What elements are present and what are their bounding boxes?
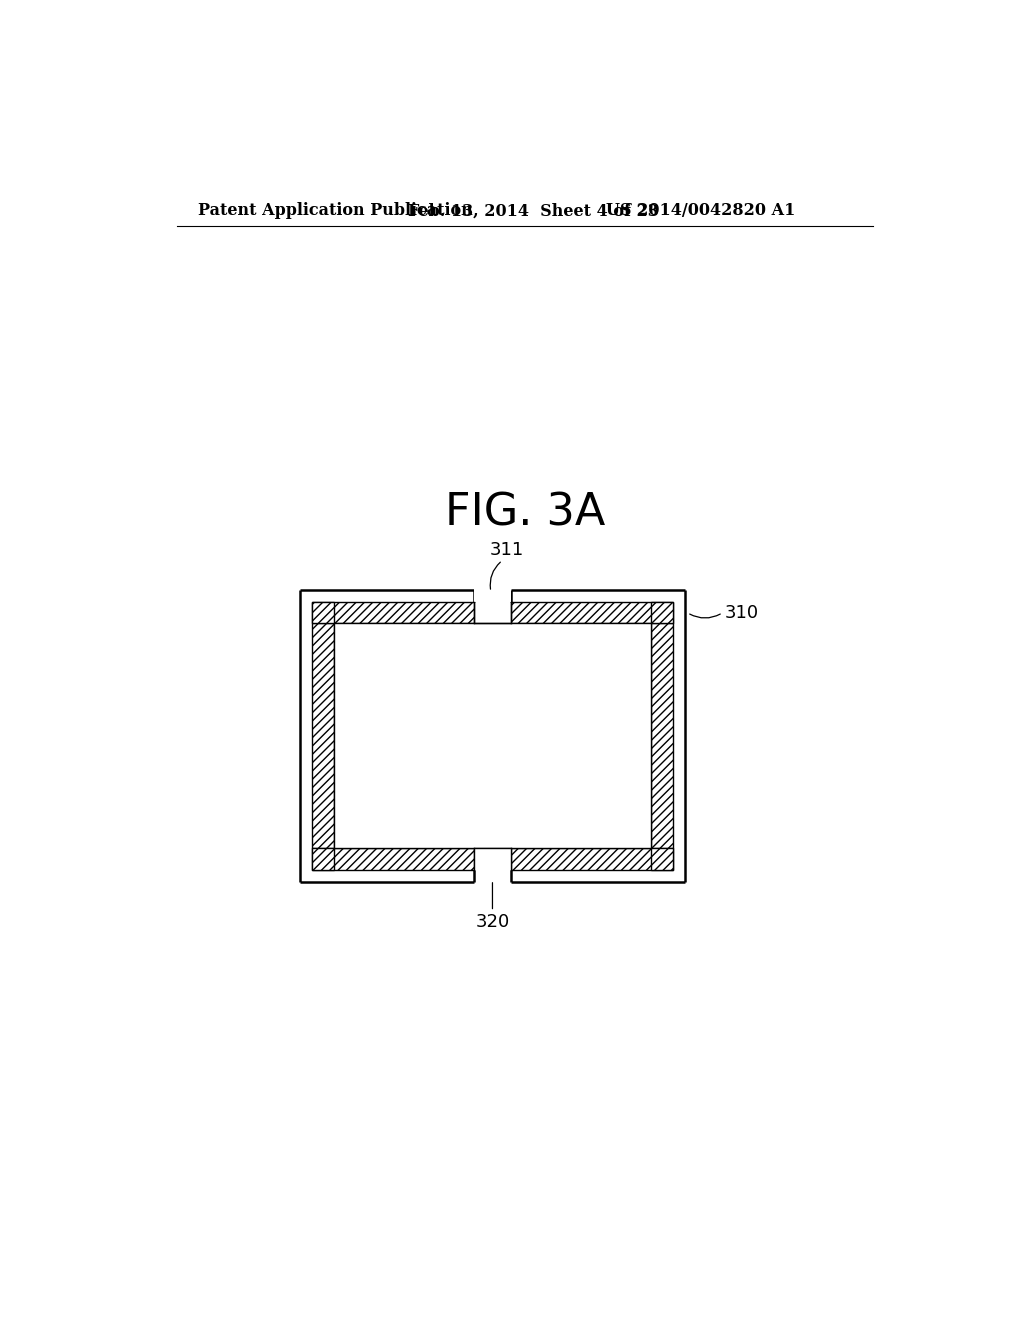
- Bar: [312, 849, 334, 870]
- Bar: [312, 849, 474, 870]
- Text: 310: 310: [725, 603, 759, 622]
- Text: Patent Application Publication: Patent Application Publication: [199, 202, 473, 219]
- Text: 311: 311: [489, 541, 523, 558]
- Text: Feb. 13, 2014  Sheet 4 of 23: Feb. 13, 2014 Sheet 4 of 23: [408, 202, 658, 219]
- Text: US 2014/0042820 A1: US 2014/0042820 A1: [606, 202, 796, 219]
- Bar: [312, 602, 474, 623]
- Bar: [474, 581, 511, 602]
- Bar: [474, 849, 511, 870]
- Bar: [651, 602, 673, 623]
- Bar: [651, 849, 673, 870]
- Bar: [651, 623, 673, 849]
- Bar: [511, 602, 673, 623]
- Text: FIG. 3A: FIG. 3A: [444, 491, 605, 535]
- Bar: [312, 623, 334, 849]
- Bar: [334, 623, 651, 849]
- Text: 320: 320: [475, 913, 510, 931]
- Bar: [511, 849, 673, 870]
- Bar: [312, 602, 334, 623]
